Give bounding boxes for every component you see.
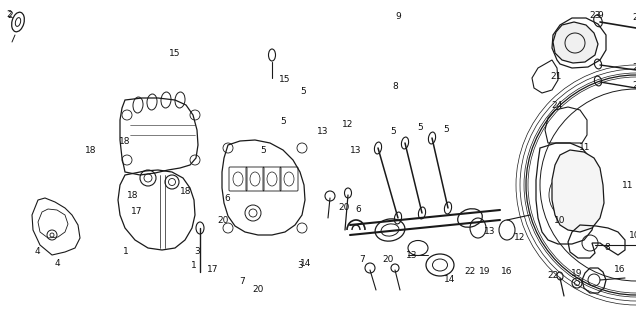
Text: 14: 14 [300,260,311,268]
Text: 2: 2 [7,12,13,20]
Text: 5: 5 [300,87,307,96]
Text: 11: 11 [622,180,633,189]
Text: 5: 5 [280,117,286,126]
Text: 10: 10 [629,230,636,239]
Text: 18: 18 [127,190,139,199]
Text: 6: 6 [225,194,231,203]
Text: 10: 10 [554,216,565,225]
Text: 12: 12 [515,234,526,243]
Text: 5: 5 [259,146,266,155]
Text: 13: 13 [406,251,418,260]
Text: 2: 2 [6,10,11,19]
Text: 13: 13 [350,146,362,155]
Text: 17: 17 [207,266,219,275]
Text: 9: 9 [395,12,401,21]
Text: 7: 7 [238,277,245,286]
Text: 20: 20 [252,285,264,294]
Text: 3: 3 [297,260,303,269]
Text: 1: 1 [123,247,129,256]
Text: 15: 15 [169,49,180,58]
Text: 20: 20 [382,255,394,265]
Text: 18: 18 [180,188,191,196]
Text: 23: 23 [589,12,600,20]
Polygon shape [553,22,598,63]
Text: 19: 19 [571,269,583,278]
Text: 5: 5 [443,125,449,134]
Text: 9: 9 [597,11,603,20]
Text: 19: 19 [479,268,490,276]
Text: 13: 13 [317,127,329,136]
Text: 20: 20 [218,216,229,225]
Polygon shape [552,150,604,232]
Text: 15: 15 [279,76,291,84]
Text: 24: 24 [551,101,562,110]
Text: 17: 17 [131,207,142,216]
Text: 12: 12 [342,120,354,129]
Text: 8: 8 [604,244,610,252]
Text: 1: 1 [191,260,197,269]
Text: 18: 18 [119,137,130,146]
Text: 4: 4 [34,247,39,256]
Text: 24: 24 [632,81,636,90]
Text: 21: 21 [551,72,562,81]
Text: 16: 16 [501,268,512,276]
Text: 8: 8 [392,82,399,91]
Text: 13: 13 [484,228,495,236]
Text: 22: 22 [464,268,476,276]
Text: 11: 11 [579,143,591,152]
Text: 18: 18 [85,146,97,155]
Text: 6: 6 [355,205,361,214]
Text: 4: 4 [54,260,60,268]
Text: 16: 16 [614,266,626,275]
Text: 7: 7 [359,255,365,265]
Text: 21: 21 [632,62,636,71]
Text: 3: 3 [194,247,200,256]
Text: 14: 14 [445,276,455,284]
Text: 22: 22 [548,271,558,281]
Text: 5: 5 [390,127,396,137]
Text: 20: 20 [338,204,350,212]
Text: 23: 23 [632,13,636,22]
Text: 5: 5 [417,124,423,132]
